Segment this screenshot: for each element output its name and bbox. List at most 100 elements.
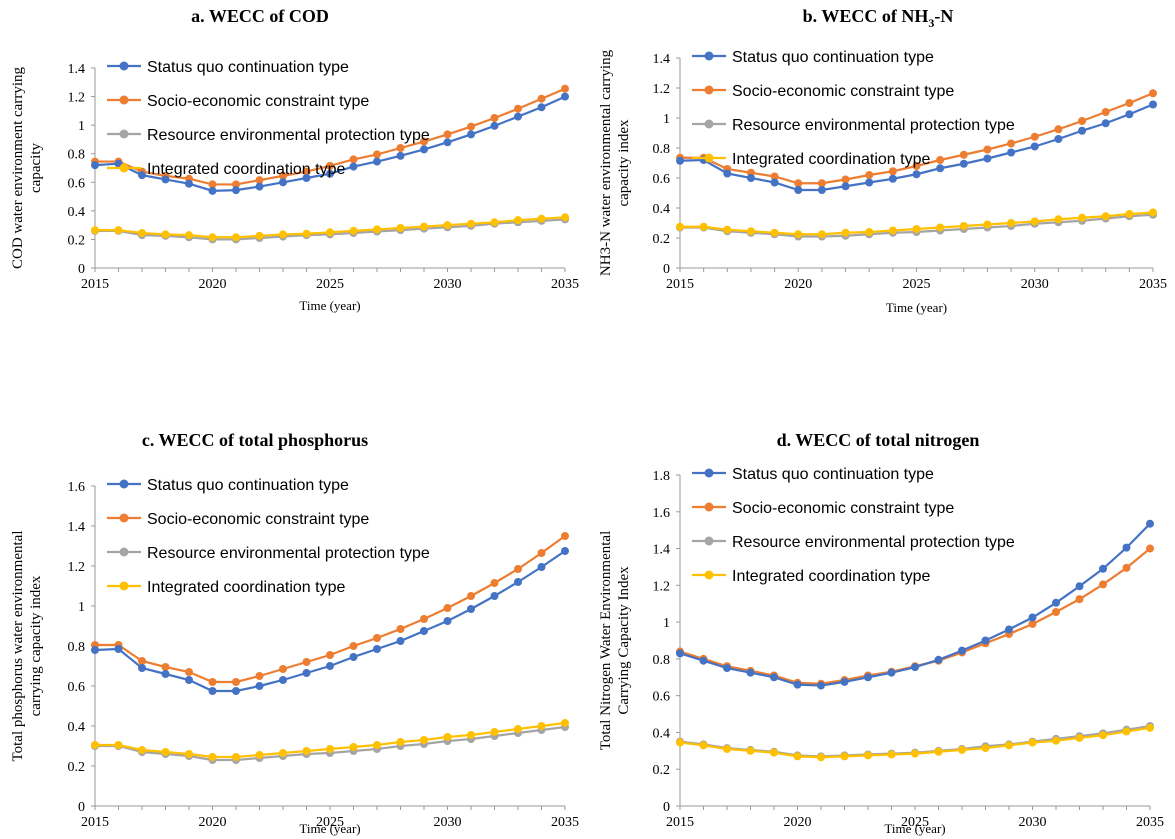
data-point-integrated	[514, 216, 522, 225]
data-point-integrated	[793, 752, 802, 761]
data-point-socio-economic	[490, 114, 499, 122]
data-point-status-quo	[208, 186, 217, 195]
data-point-status-quo	[1005, 625, 1013, 634]
data-point-status-quo	[936, 164, 945, 173]
data-point-integrated	[138, 746, 146, 754]
data-point-status-quo	[934, 655, 943, 664]
x-tick-label: 2015	[666, 277, 694, 292]
legend-item-status-quo: Status quo continuation type	[692, 466, 934, 483]
data-point-socio-economic	[770, 172, 779, 181]
legend-item-socio-economic: Socio-economic constraint type	[107, 511, 369, 528]
data-point-status-quo	[255, 682, 264, 690]
x-axis-label: Time (year)	[299, 821, 360, 836]
y-tick-label: 0.4	[68, 205, 86, 220]
data-point-status-quo	[865, 178, 874, 187]
y-tick-label: 1.6	[68, 480, 86, 495]
data-point-status-quo	[699, 656, 708, 665]
y-tick-label: 0.2	[653, 232, 671, 247]
legend-marker	[704, 153, 714, 163]
data-point-integrated	[561, 719, 569, 727]
data-point-socio-economic	[279, 171, 287, 180]
x-tick-label: 2015	[81, 815, 109, 830]
data-point-status-quo	[91, 646, 99, 654]
y-axis-label: COD water environment carrying capacity	[10, 66, 44, 269]
legend-marker	[704, 536, 714, 546]
chart-title: b. WECC of NH3-N	[803, 6, 954, 30]
data-point-status-quo	[396, 637, 405, 645]
data-point-integrated	[349, 743, 358, 751]
y-tick-label: 0.4	[653, 202, 671, 217]
data-point-status-quo	[1028, 613, 1037, 622]
y-axis-label: Total phosphorus water environmental carr…	[10, 531, 44, 762]
data-point-socio-economic	[1030, 132, 1039, 141]
data-point-socio-economic	[467, 592, 475, 600]
data-point-status-quo	[723, 169, 732, 178]
y-tick-label: 1	[78, 119, 85, 134]
data-point-status-quo	[326, 662, 334, 670]
data-point-status-quo	[746, 174, 755, 182]
legend-item-status-quo: Status quo continuation type	[692, 49, 934, 66]
data-point-status-quo	[841, 182, 850, 191]
data-point-status-quo	[349, 162, 358, 171]
data-point-integrated	[161, 748, 170, 756]
data-point-integrated	[255, 231, 264, 240]
data-point-socio-economic	[865, 171, 874, 179]
data-point-integrated	[983, 220, 992, 229]
x-tick-label: 2020	[784, 815, 812, 830]
legend-item-socio-economic: Socio-economic constraint type	[107, 93, 369, 110]
data-point-integrated	[723, 744, 731, 753]
x-tick-label: 2015	[81, 277, 109, 292]
x-tick-label: 2035	[1139, 277, 1167, 292]
data-point-status-quo	[537, 563, 546, 571]
data-point-integrated	[161, 230, 170, 239]
data-point-socio-economic	[561, 532, 569, 540]
y-tick-label: 1.4	[68, 62, 86, 77]
data-point-integrated	[279, 749, 287, 757]
data-point-socio-economic	[396, 144, 405, 152]
data-point-status-quo	[373, 645, 381, 653]
data-point-status-quo	[232, 687, 240, 695]
legend-label: Resource environmental protection type	[732, 534, 1015, 551]
data-point-integrated	[373, 741, 381, 749]
data-point-socio-economic	[1101, 108, 1110, 116]
data-point-status-quo	[561, 92, 569, 101]
data-point-integrated	[302, 229, 311, 238]
y-tick-label: 1.6	[653, 506, 671, 521]
x-axis-label: Time (year)	[884, 821, 945, 836]
data-point-status-quo	[981, 636, 990, 645]
legend-marker	[119, 547, 129, 557]
data-point-integrated	[911, 749, 919, 758]
data-point-status-quo	[185, 676, 193, 684]
data-point-status-quo	[443, 617, 452, 625]
data-point-status-quo	[1146, 519, 1154, 528]
data-point-socio-economic	[514, 565, 522, 573]
data-point-socio-economic	[396, 625, 405, 633]
data-point-integrated	[467, 731, 475, 739]
data-point-socio-economic	[467, 122, 475, 131]
data-point-status-quo	[302, 669, 311, 677]
chart-panel-cod: a. WECC of COD 0 0.2 0.4 0.6 0.8 1 1.2 1.4 2015 20…	[0, 0, 588, 420]
data-point-socio-economic	[373, 150, 381, 159]
data-point-status-quo	[490, 592, 499, 600]
data-point-integrated	[1054, 215, 1063, 224]
data-point-status-quo	[91, 161, 99, 170]
y-tick-label: 0.2	[68, 760, 86, 775]
data-point-integrated	[1028, 738, 1037, 747]
data-point-status-quo	[770, 673, 778, 682]
data-point-status-quo	[770, 178, 779, 187]
data-point-integrated	[420, 222, 428, 231]
data-point-status-quo	[232, 186, 240, 195]
data-point-socio-economic	[443, 604, 452, 612]
data-point-socio-economic	[537, 549, 546, 557]
legend-item-socio-economic: Socio-economic constraint type	[692, 500, 954, 517]
data-point-socio-economic	[208, 678, 217, 686]
chart-svg: d. WECC of total nitrogen 0 0.2 0.4 0.6 0.8 1 1…	[598, 430, 1164, 836]
y-tick-label: 1	[663, 112, 670, 127]
data-point-integrated	[699, 741, 708, 750]
data-point-socio-economic	[1099, 580, 1107, 589]
x-tick-label: 2030	[1021, 277, 1049, 292]
data-point-socio-economic	[1052, 607, 1060, 616]
data-point-integrated	[1078, 213, 1087, 222]
data-point-status-quo	[561, 547, 569, 555]
y-tick-label: 0.6	[653, 690, 671, 705]
